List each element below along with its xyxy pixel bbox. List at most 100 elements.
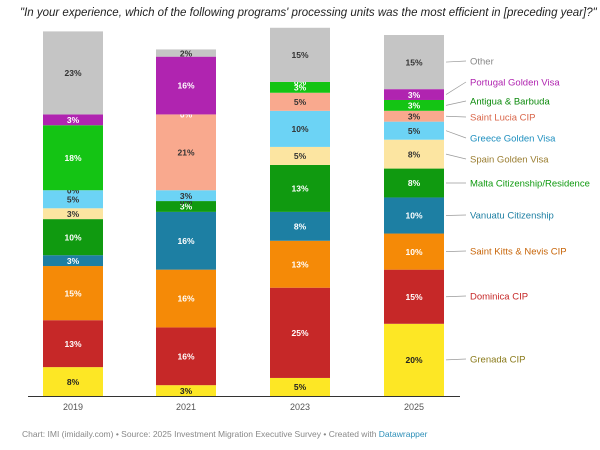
legend-label-other: Other — [470, 56, 494, 67]
bar-segment-grenada-cip-2021[interactable] — [156, 385, 216, 396]
x-tick-label-2023: 2023 — [290, 402, 310, 412]
legend-label-dominica-cip: Dominica CIP — [470, 291, 528, 302]
data-label-portugal-golden-visa-2019: 3% — [67, 115, 80, 125]
bar-segment-spain-golden-visa-2019[interactable] — [43, 208, 103, 220]
bar-segment-saint-kitts-nevis-cip-2023[interactable] — [270, 240, 330, 288]
chart-title: "In your experience, which of the follow… — [20, 7, 597, 19]
data-label-antigua-barbuda-2025: 3% — [408, 101, 421, 111]
bar-segment-portugal-golden-visa-2019[interactable] — [43, 114, 103, 126]
x-axis: 2019 2021 2023 2025 — [28, 396, 460, 412]
data-label-grenada-cip-2019: 8% — [67, 377, 80, 387]
data-label-other-2021: 2% — [180, 48, 193, 58]
legend-label-saint-lucia-cip: Saint Lucia CIP — [470, 112, 535, 123]
data-label-saint-lucia-cip-2021: 21% — [177, 148, 194, 158]
bar-segment-greece-golden-visa-2025[interactable] — [384, 121, 444, 140]
data-label-other-2025: 15% — [405, 57, 422, 67]
data-label-saint-kitts-nevis-cip-2019: 15% — [64, 288, 81, 298]
data-label-other-2023: 15% — [291, 50, 308, 60]
data-label-greece-golden-visa-2025: 5% — [408, 126, 421, 136]
bar-segment-antigua-barbuda-2019[interactable] — [43, 125, 103, 191]
legend-leader-dominica-cip — [445, 295, 467, 298]
datawrapper-link[interactable]: Datawrapper — [378, 429, 428, 439]
data-label-spain-golden-visa-2021: 0% — [180, 196, 193, 206]
bar-segment-dominica-cip-2021[interactable] — [156, 327, 216, 386]
bar-segment-greece-golden-visa-2023[interactable] — [270, 110, 330, 147]
bar-segment-antigua-barbuda-2023[interactable] — [270, 81, 330, 93]
bar-segment-other-2025[interactable] — [384, 35, 444, 90]
bar-segment-grenada-cip-2025[interactable] — [384, 323, 444, 396]
data-label-saint-kitts-nevis-cip-2025: 10% — [405, 247, 422, 257]
legend-label-saint-kitts-nevis-cip: Saint Kitts & Nevis CIP — [470, 246, 567, 257]
bar-segment-malta-citizenship-residence-2023[interactable] — [270, 164, 330, 212]
x-tick-label-2019: 2019 — [63, 402, 83, 412]
bar-segment-other-2021[interactable] — [156, 49, 216, 57]
legend-leader-greece-golden-visa — [445, 130, 467, 139]
legend-label-spain-golden-visa: Spain Golden Visa — [470, 154, 549, 165]
data-label-portugal-golden-visa-2025: 3% — [408, 90, 421, 100]
data-label-spain-golden-visa-2019: 3% — [67, 209, 80, 219]
data-label-malta-citizenship-residence-2019: 10% — [64, 232, 81, 242]
data-label-portugal-golden-visa-2023: 0% — [294, 77, 307, 87]
data-label-malta-citizenship-residence-2023: 13% — [291, 184, 308, 194]
legend-leader-saint-lucia-cip — [445, 115, 467, 118]
bar-segment-other-2023[interactable] — [270, 27, 330, 82]
legend-label-grenada-cip: Grenada CIP — [470, 354, 525, 365]
bar-segment-spain-golden-visa-2023[interactable] — [270, 146, 330, 165]
bar-segment-grenada-cip-2019[interactable] — [43, 367, 103, 396]
data-label-grenada-cip-2023: 5% — [294, 382, 307, 392]
bar-segment-saint-lucia-cip-2025[interactable] — [384, 110, 444, 122]
data-label-dominica-cip-2021: 16% — [177, 351, 194, 361]
data-label-vanuatu-citizenship-2023: 8% — [294, 222, 307, 232]
bar-segment-dominica-cip-2025[interactable] — [384, 269, 444, 324]
bar-segment-malta-citizenship-residence-2021[interactable] — [156, 201, 216, 212]
data-label-dominica-cip-2019: 13% — [64, 339, 81, 349]
bar-segment-other-2019[interactable] — [43, 31, 103, 115]
bar-segment-malta-citizenship-residence-2025[interactable] — [384, 168, 444, 198]
bar-segment-saint-kitts-nevis-cip-2025[interactable] — [384, 233, 444, 270]
legend: Grenada CIP Dominica CIP Saint Kitts & Nev… — [445, 56, 590, 365]
data-label-vanuatu-citizenship-2019: 3% — [67, 256, 80, 266]
bar-segment-dominica-cip-2023[interactable] — [270, 287, 330, 378]
data-label-saint-lucia-cip-2025: 3% — [408, 111, 421, 121]
data-label-vanuatu-citizenship-2021: 16% — [177, 236, 194, 246]
x-tick-label-2021: 2021 — [176, 402, 196, 412]
bar-segment-antigua-barbuda-2025[interactable] — [384, 99, 444, 111]
bar-segment-greece-golden-visa-2019[interactable] — [43, 190, 103, 209]
data-label-malta-citizenship-residence-2025: 8% — [408, 178, 421, 188]
data-label-saint-lucia-cip-2023: 5% — [294, 97, 307, 107]
data-label-dominica-cip-2023: 25% — [291, 328, 308, 338]
bar-segment-portugal-golden-visa-2025[interactable] — [384, 89, 444, 100]
data-label-grenada-cip-2021: 3% — [180, 386, 193, 396]
data-label-vanuatu-citizenship-2025: 10% — [405, 211, 422, 221]
bar-segment-grenada-cip-2023[interactable] — [270, 377, 330, 396]
legend-leader-spain-golden-visa — [445, 153, 467, 160]
data-label-spain-golden-visa-2025: 8% — [408, 149, 421, 159]
bar-segment-spain-golden-visa-2025[interactable] — [384, 139, 444, 169]
legend-label-portugal-golden-visa: Portugal Golden Visa — [470, 77, 560, 88]
bar-segment-vanuatu-citizenship-2019[interactable] — [43, 255, 103, 267]
legend-label-malta-citizenship-residence: Malta Citizenship/Residence — [470, 178, 590, 189]
data-label-dominica-cip-2025: 15% — [405, 292, 422, 302]
legend-leader-grenada-cip — [445, 358, 467, 361]
bar-segment-vanuatu-citizenship-2021[interactable] — [156, 211, 216, 270]
data-label-spain-golden-visa-2023: 5% — [294, 151, 307, 161]
bar-segment-saint-lucia-cip-2023[interactable] — [270, 92, 330, 111]
legend-leader-antigua-barbuda — [445, 100, 467, 106]
bar-segment-saint-kitts-nevis-cip-2019[interactable] — [43, 266, 103, 321]
bar-segment-saint-kitts-nevis-cip-2021[interactable] — [156, 269, 216, 328]
footer-source: Chart: IMI (imidaily.com) • Source: 2025… — [22, 429, 379, 439]
chart-footer: Chart: IMI (imidaily.com) • Source: 2025… — [22, 429, 427, 439]
data-label-saint-kitts-nevis-cip-2023: 13% — [291, 259, 308, 269]
bar-segment-greece-golden-visa-2021[interactable] — [156, 190, 216, 202]
x-tick-label-2025: 2025 — [404, 402, 424, 412]
legend-label-antigua-barbuda: Antigua & Barbuda — [470, 96, 550, 107]
data-label-greece-golden-visa-2023: 10% — [291, 124, 308, 134]
bar-segment-vanuatu-citizenship-2023[interactable] — [270, 211, 330, 241]
bar-segment-vanuatu-citizenship-2025[interactable] — [384, 197, 444, 234]
legend-leader-vanuatu-citizenship — [445, 214, 467, 216]
bar-segment-dominica-cip-2019[interactable] — [43, 320, 103, 368]
bar-segment-portugal-golden-visa-2021[interactable] — [156, 56, 216, 115]
bar-segment-saint-lucia-cip-2021[interactable] — [156, 114, 216, 191]
bar-segment-malta-citizenship-residence-2019[interactable] — [43, 219, 103, 256]
data-label-malta-citizenship-residence-2021: 3% — [180, 202, 193, 212]
